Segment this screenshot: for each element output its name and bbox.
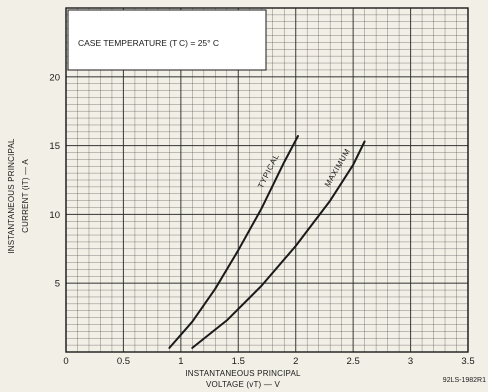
x-tick-label: 1.5 — [232, 356, 245, 367]
series-line-typical — [168, 135, 299, 349]
x-tick-label: 0.5 — [117, 356, 130, 367]
y-tick-labels: 5 10 15 20 — [49, 72, 60, 289]
y-axis-label-line2: CURRENT (iT) — A — [21, 159, 30, 233]
y-axis-label-line1: INSTANTANEOUS PRINCIPAL — [7, 138, 16, 254]
x-tick-label: 3 — [408, 356, 413, 367]
annotation-text: CASE TEMPERATURE (T C) = 25° C — [78, 38, 219, 48]
x-tick-label: 3.5 — [461, 356, 474, 367]
y-tick-label: 15 — [49, 141, 60, 152]
series-line-maximum — [191, 140, 366, 349]
x-tick-label: 0 — [63, 356, 68, 367]
y-tick-label: 20 — [49, 72, 60, 83]
figure-id: 92LS-1982R1 — [443, 377, 486, 384]
plot-frame — [65, 7, 469, 353]
annotation-box — [67, 9, 267, 71]
y-tick-label: 10 — [49, 210, 60, 221]
x-tick-label: 2 — [293, 356, 298, 367]
x-axis-label-line1: INSTANTANEOUS PRINCIPAL — [185, 369, 301, 378]
y-tick-label: 5 — [55, 279, 60, 290]
x-tick-label: 2.5 — [347, 356, 360, 367]
x-tick-labels: 0 0.5 1 1.5 2 2.5 3 3.5 — [63, 356, 474, 367]
x-tick-label: 1 — [178, 356, 183, 367]
x-axis-label-line2: VOLTAGE (vT) — V — [206, 380, 280, 389]
